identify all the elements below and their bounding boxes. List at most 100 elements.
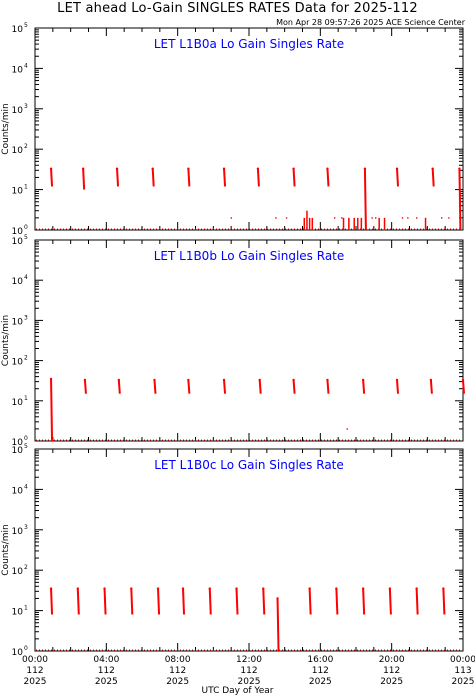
data-point (458, 167, 461, 170)
data-burst (415, 588, 419, 615)
x-tick-label-doy: 112 (26, 666, 43, 676)
data-burst (442, 588, 446, 615)
data-burst (362, 588, 366, 615)
data-point (326, 167, 329, 170)
data-point (222, 378, 226, 382)
data-point (346, 428, 348, 430)
y-tick-exponent: 3 (24, 314, 28, 321)
data-burst (388, 588, 392, 615)
data-burst (258, 379, 262, 394)
y-tick-label: 10 (12, 398, 24, 408)
data-point (401, 217, 404, 219)
x-tick-label-doy: 112 (312, 666, 329, 676)
y-tick-exponent: 1 (24, 184, 28, 191)
y-tick-exponent: 0 (24, 435, 28, 442)
y-tick-label: 10 (12, 146, 24, 156)
y-tick-exponent: 5 (24, 22, 28, 29)
data-point (156, 587, 160, 590)
panel-2-title: LET L1B0b Lo Gain Singles Rate (154, 249, 345, 263)
panel-3-title: LET L1B0c Lo Gain Singles Rate (154, 458, 344, 472)
x-tick-label-year: 2025 (380, 677, 403, 687)
y-axis-label: Counts/min (1, 315, 11, 366)
data-point (256, 167, 260, 170)
data-point (235, 587, 238, 590)
data-burst (223, 168, 227, 187)
panel-1-frame (34, 27, 464, 231)
data-point (326, 378, 329, 382)
data-point (258, 378, 261, 382)
data-point (429, 378, 433, 382)
data-point (361, 587, 365, 590)
x-tick-label-time: 20:00 (379, 655, 405, 665)
y-tick-exponent: 2 (24, 355, 28, 362)
y-tick-label: 10 (12, 446, 24, 456)
y-tick-label: 10 (12, 277, 24, 287)
data-point (334, 217, 336, 219)
data-point (103, 587, 106, 590)
data-burst (187, 168, 191, 187)
y-tick-exponent: 0 (24, 645, 28, 652)
y-tick-label: 10 (12, 358, 24, 368)
data-burst (396, 379, 400, 394)
y-tick-label: 10 (12, 648, 24, 658)
data-point (83, 378, 87, 382)
data-burst (458, 168, 462, 231)
data-burst (82, 168, 86, 190)
x-axis-label: UTC Day of Year (201, 686, 274, 696)
data-burst (50, 378, 54, 442)
data-point (187, 167, 190, 170)
x-tick-label-time: 00:00 (22, 655, 48, 665)
page-title: LET ahead Lo-Gain SINGLES RATES Data for… (57, 1, 418, 16)
data-burst (182, 588, 186, 615)
data-burst (256, 168, 260, 187)
data-burst (462, 379, 465, 394)
data-burst (153, 379, 157, 394)
data-point (153, 378, 156, 382)
data-burst (326, 168, 330, 187)
y-tick-label: 10 (12, 65, 24, 75)
y-tick-exponent: 1 (24, 395, 28, 402)
data-burst (262, 588, 266, 615)
x-tick-label-time: 08:00 (165, 655, 191, 665)
data-burst (117, 379, 121, 394)
y-tick-label: 10 (12, 106, 24, 116)
x-tick-label-year: 2025 (95, 677, 118, 687)
data-point (262, 587, 265, 590)
x-tick-label-year: 2025 (452, 677, 475, 687)
data-point (81, 167, 85, 170)
x-tick-label-doy: 112 (169, 666, 186, 676)
data-burst (116, 168, 120, 187)
y-tick-label: 10 (12, 227, 24, 237)
data-point (130, 587, 133, 590)
data-point (181, 587, 185, 590)
y-tick-exponent: 1 (24, 605, 28, 612)
data-point (442, 587, 445, 590)
data-burst (363, 168, 367, 231)
y-tick-exponent: 3 (24, 524, 28, 531)
data-point (117, 378, 121, 382)
y-tick-label: 10 (12, 567, 24, 577)
data-point (395, 378, 399, 382)
x-tick-label-year: 2025 (24, 677, 47, 687)
y-tick-label: 10 (12, 438, 24, 448)
panel-3-frame (34, 448, 464, 652)
data-point (407, 217, 409, 219)
data-burst (151, 168, 155, 187)
data-point (151, 167, 154, 170)
data-point (431, 167, 434, 170)
data-burst (308, 588, 312, 615)
data-point (308, 587, 311, 590)
data-point (461, 378, 465, 382)
y-tick-label: 10 (12, 486, 24, 496)
data-burst (326, 379, 330, 394)
x-tick-label-time: 16:00 (307, 655, 333, 665)
data-point (448, 217, 450, 219)
y-tick-exponent: 4 (24, 62, 28, 69)
x-tick-label-doy: 112 (98, 666, 115, 676)
panel-2-frame (34, 239, 464, 442)
data-burst (335, 588, 339, 615)
data-point (115, 167, 119, 170)
data-point (388, 587, 392, 590)
data-point (441, 217, 443, 219)
